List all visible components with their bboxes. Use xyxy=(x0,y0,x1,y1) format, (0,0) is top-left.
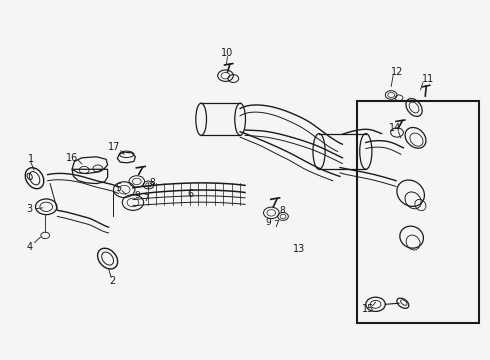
Text: 16: 16 xyxy=(66,153,78,163)
Text: 15: 15 xyxy=(362,304,374,314)
Text: 7: 7 xyxy=(273,220,279,229)
Text: 9: 9 xyxy=(266,218,271,227)
Text: 10: 10 xyxy=(221,48,234,58)
Text: 14: 14 xyxy=(389,123,401,133)
Text: 7: 7 xyxy=(143,194,148,203)
Text: 2: 2 xyxy=(109,276,116,286)
Bar xyxy=(357,102,479,323)
Text: 13: 13 xyxy=(293,244,305,253)
Text: 5: 5 xyxy=(115,183,122,193)
Text: 17: 17 xyxy=(108,142,121,152)
Text: 9: 9 xyxy=(134,191,140,200)
Text: 12: 12 xyxy=(391,67,403,77)
Text: 3: 3 xyxy=(26,204,33,214)
Text: 8: 8 xyxy=(279,206,285,215)
Text: 11: 11 xyxy=(422,74,434,84)
Text: 8: 8 xyxy=(149,178,155,187)
Text: 6: 6 xyxy=(187,189,194,199)
Text: 4: 4 xyxy=(26,242,33,252)
Text: 1: 1 xyxy=(27,154,34,163)
